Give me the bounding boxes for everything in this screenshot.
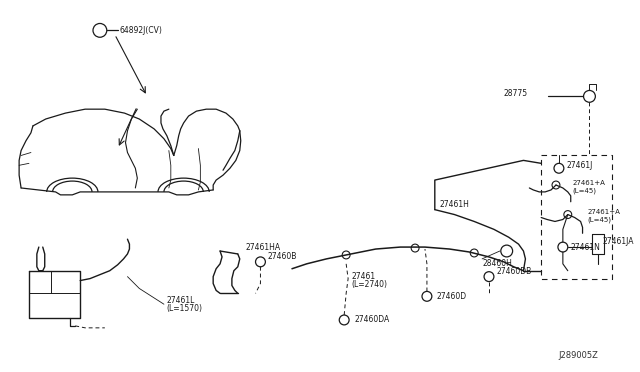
Text: (L=1570): (L=1570) bbox=[167, 304, 203, 312]
Text: 27461JA: 27461JA bbox=[602, 237, 634, 246]
Text: (L=45): (L=45) bbox=[573, 188, 596, 194]
Text: 27460B: 27460B bbox=[268, 253, 297, 262]
Text: 27461L: 27461L bbox=[167, 296, 195, 305]
Text: 27461H: 27461H bbox=[440, 200, 470, 209]
Text: 27461HA: 27461HA bbox=[246, 243, 281, 251]
Text: 27461J: 27461J bbox=[567, 161, 593, 170]
Text: 27461+A: 27461+A bbox=[573, 180, 605, 186]
Text: 27461N: 27461N bbox=[571, 243, 600, 251]
Text: J289005Z: J289005Z bbox=[558, 351, 598, 360]
Text: 28775: 28775 bbox=[504, 89, 528, 98]
Text: (L=2740): (L=2740) bbox=[351, 280, 387, 289]
Text: 28460H: 28460H bbox=[482, 259, 512, 268]
Text: (L=45): (L=45) bbox=[588, 216, 611, 223]
Text: 64892J(CV): 64892J(CV) bbox=[120, 26, 163, 35]
Text: 27460DB: 27460DB bbox=[497, 267, 532, 276]
Text: 27460D: 27460D bbox=[436, 292, 467, 301]
Text: 27460DA: 27460DA bbox=[354, 315, 389, 324]
Text: 27461: 27461 bbox=[351, 272, 375, 281]
Text: 27461+A: 27461+A bbox=[588, 209, 620, 215]
